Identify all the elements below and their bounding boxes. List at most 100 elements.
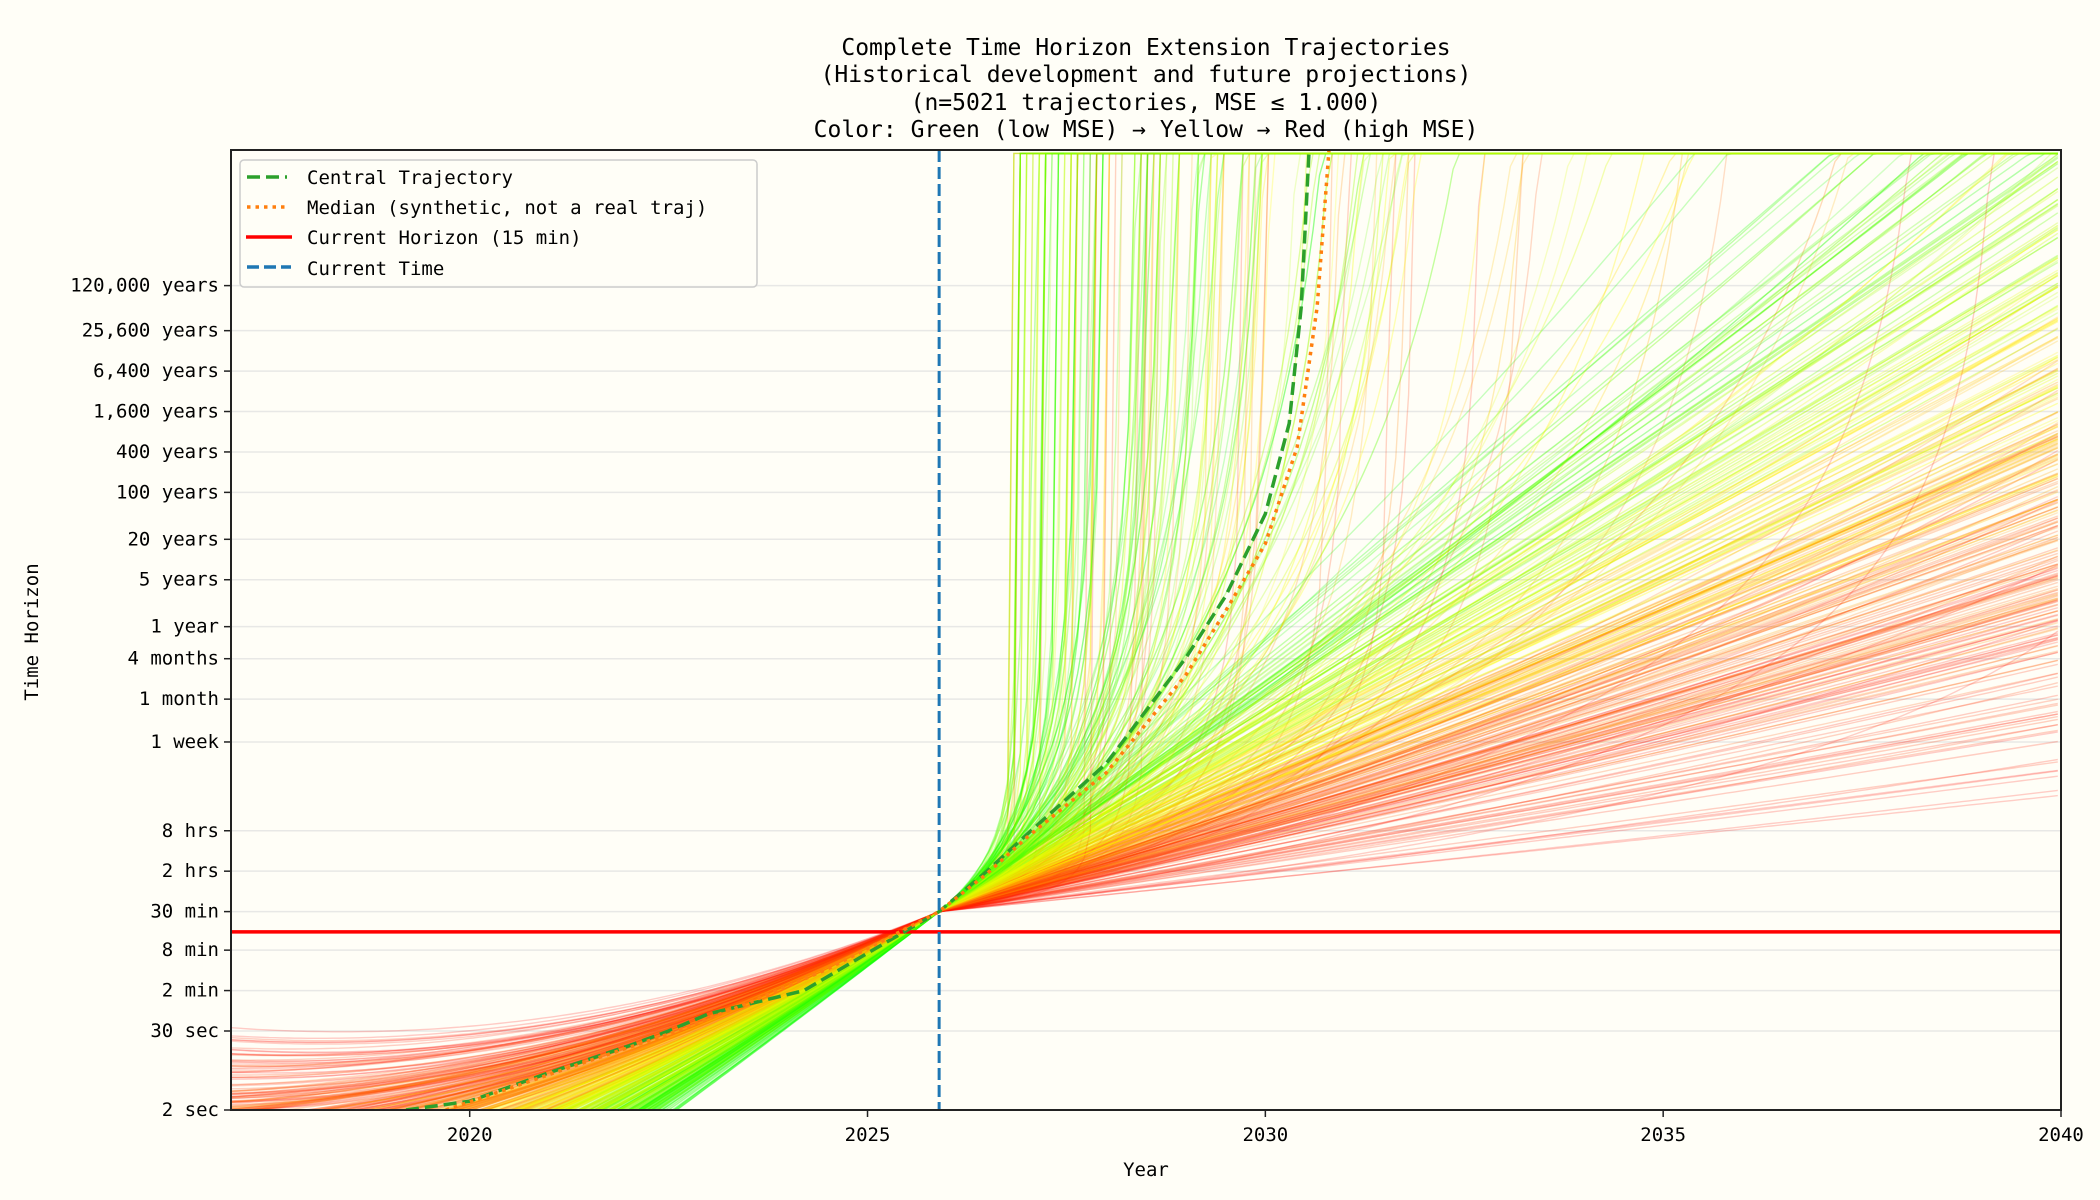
trajectory-line [627, 152, 2058, 1110]
trajectory-line [484, 432, 2059, 1110]
trajectory-line [485, 320, 2059, 1110]
trajectory-line [231, 769, 2058, 1079]
trajectory-line [231, 152, 2058, 1110]
trajectory-line [567, 152, 2058, 1110]
trajectory-line [642, 152, 2058, 1110]
trajectory-line [619, 203, 2059, 1110]
trajectory-line [592, 319, 2059, 1110]
trajectory-line [519, 152, 2058, 1110]
trajectory-line [617, 152, 2058, 1110]
trajectory-line [231, 520, 2059, 1086]
trajectory-line [551, 188, 2059, 1110]
trajectory-line [645, 152, 2058, 1110]
trajectory-line [483, 534, 2059, 1110]
trajectory-line [231, 152, 2058, 1080]
trajectory-line [231, 575, 2059, 1095]
trajectory-line [523, 152, 2058, 1110]
trajectory-line [231, 651, 2058, 1033]
trajectory-line [546, 378, 2059, 1110]
trajectory-line [453, 491, 2059, 1110]
trajectory-line [323, 152, 2058, 1110]
trajectory-line [231, 558, 2059, 1095]
trajectory-line [231, 610, 2059, 1074]
trajectory-line [231, 724, 2058, 1100]
trajectory-line [628, 163, 2059, 1110]
trajectory-line [231, 446, 2059, 1108]
trajectory-line [511, 416, 2059, 1110]
trajectory-line [599, 152, 2058, 1110]
trajectory-line [622, 304, 2059, 1110]
trajectory-line [577, 152, 2058, 1110]
trajectory-line [648, 152, 2058, 1110]
legend: Central Trajectory Median (synthetic, no… [239, 159, 758, 288]
y-tick-label: 1 week [150, 731, 219, 753]
trajectory-line [402, 435, 2059, 1110]
trajectory-line [511, 152, 2058, 1110]
trajectory-line [454, 152, 2058, 1110]
trajectory-line [592, 152, 2058, 1110]
trajectory-line [383, 152, 2058, 1110]
trajectory-line [444, 506, 2059, 1110]
trajectory-line [631, 152, 2058, 1110]
trajectory-line [586, 384, 2059, 1110]
trajectory-line [469, 593, 2058, 1110]
trajectory-line [231, 501, 2059, 1098]
trajectory-line [553, 152, 2058, 1110]
trajectory-line [611, 274, 2059, 1110]
trajectory-line [231, 499, 2059, 1098]
trajectory-line [231, 685, 2058, 1110]
trajectory-line [475, 152, 2058, 1110]
trajectory-line [597, 152, 2058, 1110]
trajectory-line [557, 152, 2058, 1110]
trajectory-line [617, 152, 2058, 1110]
trajectory-line [591, 152, 2058, 1110]
trajectory-line [580, 152, 2058, 1110]
trajectory-line [490, 152, 2058, 1110]
trajectory-line [543, 473, 2059, 1110]
trajectory-line [484, 499, 2059, 1110]
trajectory-line [576, 152, 2058, 1110]
trajectory-line [606, 275, 2059, 1110]
trajectory-line [585, 456, 2059, 1110]
trajectory-line [496, 445, 2059, 1110]
trajectory-line [442, 152, 2058, 1110]
trajectory-line [670, 152, 2058, 1110]
trajectory-line [632, 152, 2058, 1110]
trajectory-line [568, 411, 2059, 1110]
trajectory-line [641, 152, 2058, 1110]
trajectory-line [422, 594, 2059, 1110]
trajectory-line [539, 152, 2058, 1110]
trajectory-line [535, 369, 2059, 1110]
trajectory-line [545, 396, 2059, 1110]
trajectory-line [453, 152, 2058, 1110]
trajectory-line [247, 576, 2059, 1110]
trajectory-line [652, 152, 2058, 1110]
y-tick-label: 100 years [116, 481, 219, 503]
title-line-3: (n=5021 trajectories, MSE ≤ 1.000) [911, 90, 1382, 116]
trajectory-line [369, 758, 2058, 1110]
trajectory-line [395, 152, 2058, 1110]
y-tick-label: 400 years [116, 441, 219, 463]
y-tick-label: 8 hrs [162, 820, 219, 842]
trajectory-line [231, 713, 2058, 1099]
trajectory-line [449, 525, 2059, 1110]
trajectory-line [235, 454, 2059, 1110]
trajectory-line [640, 152, 2058, 1110]
trajectory-line [231, 619, 2058, 1074]
trajectory-line [455, 540, 2059, 1110]
trajectory-line [583, 152, 2058, 1110]
x-tick-label: 2035 [1640, 1124, 1686, 1146]
trajectory-line [467, 563, 2059, 1110]
trajectory-line [601, 153, 2059, 1110]
trajectory-line [231, 698, 2058, 1076]
legend-label-current-horizon: Current Horizon (15 min) [307, 227, 582, 249]
trajectory-line [617, 152, 2058, 1110]
trajectory-line [375, 607, 2058, 1110]
trajectory-line [333, 638, 2058, 1110]
trajectory-line [639, 152, 2058, 1110]
trajectory-line [606, 152, 2058, 1110]
trajectory-line [623, 152, 2058, 1110]
trajectory-line [231, 536, 2059, 1067]
trajectory-line [617, 152, 2058, 1110]
trajectory-line [615, 152, 2058, 1110]
